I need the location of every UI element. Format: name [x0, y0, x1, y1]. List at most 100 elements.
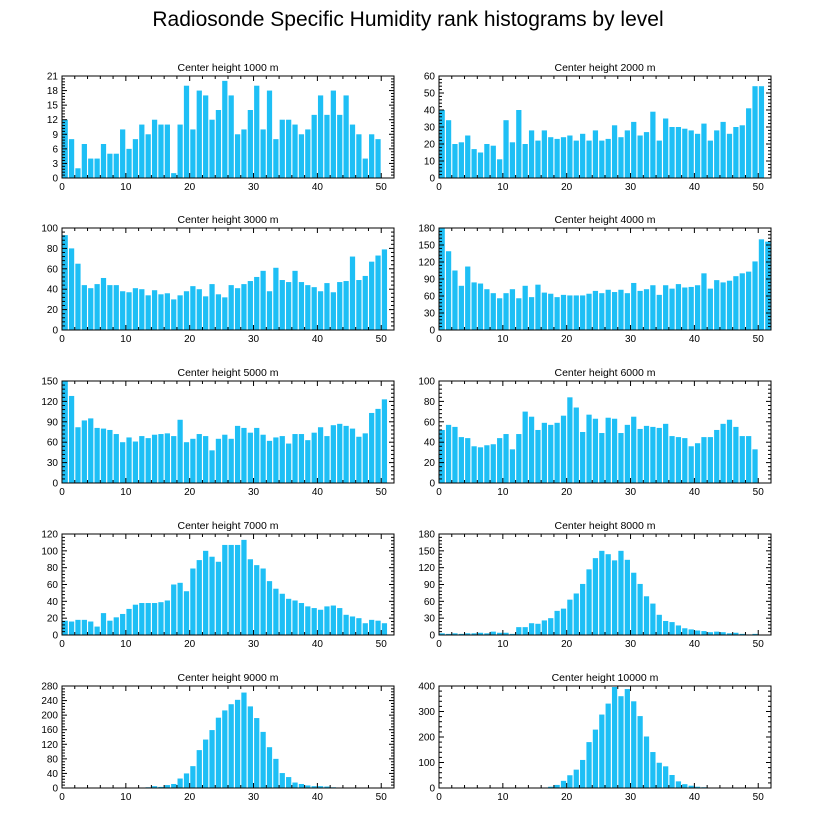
bar — [183, 85, 190, 178]
x-tick-label: 30 — [625, 182, 637, 193]
panel-title: Center height 8000 m — [555, 520, 656, 532]
panel-9: Center height 9000 m04080120160200240280… — [41, 672, 395, 803]
bar — [669, 288, 675, 330]
bar — [222, 434, 228, 483]
bar — [305, 440, 311, 483]
bar — [611, 560, 618, 635]
bar — [739, 436, 745, 483]
bar — [516, 627, 522, 635]
y-tick-label: 90 — [47, 417, 59, 428]
bar — [266, 747, 273, 788]
bar — [260, 129, 266, 178]
bar — [656, 427, 662, 483]
x-tick-label: 40 — [689, 487, 701, 498]
bar — [126, 292, 132, 330]
bar — [305, 785, 311, 788]
bar — [247, 432, 253, 483]
panel-title: Center height 10000 m — [552, 672, 659, 684]
x-tick-label: 40 — [312, 639, 324, 650]
bar — [100, 613, 107, 635]
bar — [458, 633, 464, 635]
bar — [516, 434, 522, 483]
bar — [171, 299, 177, 330]
bar — [107, 153, 113, 178]
bar — [701, 123, 707, 178]
bar — [292, 600, 298, 635]
bar — [618, 696, 624, 788]
bar — [75, 619, 81, 635]
bar — [305, 129, 311, 178]
x-tick-label: 30 — [625, 334, 637, 345]
bar — [75, 168, 81, 178]
bar — [292, 434, 298, 483]
bar — [650, 111, 656, 178]
bar — [752, 86, 758, 178]
bar — [286, 282, 292, 330]
bar — [669, 775, 675, 788]
bar — [177, 124, 183, 178]
bar — [234, 288, 241, 330]
bar — [273, 758, 279, 788]
bar — [222, 544, 228, 635]
bar — [580, 133, 586, 178]
bar — [477, 447, 484, 483]
bar — [554, 422, 560, 483]
bar — [688, 446, 694, 483]
bar — [324, 283, 330, 330]
bar — [113, 617, 119, 635]
bar — [286, 598, 292, 635]
y-tick-label: 240 — [41, 696, 58, 707]
bar — [573, 769, 579, 788]
bar — [362, 623, 368, 635]
y-tick-label: 40 — [424, 106, 436, 117]
bar — [592, 558, 599, 635]
bar — [522, 285, 528, 330]
y-tick-label: 0 — [52, 174, 58, 185]
bar — [618, 433, 624, 483]
y-tick-label: 20 — [47, 614, 59, 625]
bar — [656, 762, 662, 788]
bar — [305, 285, 311, 330]
bar — [528, 130, 535, 178]
bar — [203, 550, 209, 635]
bar — [445, 633, 452, 635]
bar — [611, 418, 618, 483]
bar — [183, 591, 190, 635]
bar — [452, 426, 458, 483]
bar — [151, 290, 158, 330]
y-tick-label: 40 — [424, 438, 436, 449]
bar — [203, 296, 209, 330]
bar — [746, 108, 752, 178]
x-tick-label: 0 — [436, 639, 442, 650]
bar — [375, 255, 381, 330]
bar — [215, 294, 222, 330]
y-tick-label: 60 — [424, 597, 436, 608]
bar — [509, 142, 516, 178]
y-tick-label: 100 — [41, 224, 58, 235]
bar — [739, 273, 745, 330]
bar — [324, 436, 330, 483]
bar — [215, 438, 222, 483]
bar — [497, 438, 503, 483]
bar — [343, 95, 349, 178]
bar — [528, 297, 535, 330]
y-tick-label: 120 — [418, 258, 435, 269]
y-tick-label: 80 — [47, 244, 59, 255]
bar — [279, 280, 285, 330]
bar — [260, 270, 266, 330]
bar — [75, 263, 81, 330]
panel-2: Center height 2000 m 0 10 20 30 40 50 60 0 10 20 30… — [424, 62, 772, 193]
x-tick-label: 30 — [248, 792, 260, 803]
figure-title: Radiosonde Specific Humidity rank histog… — [152, 8, 664, 31]
bar — [164, 293, 170, 330]
y-tick-label: 0 — [429, 784, 435, 795]
bar — [62, 235, 68, 330]
x-tick-label: 50 — [753, 487, 765, 498]
bar — [720, 282, 726, 330]
bar — [580, 759, 586, 788]
y-tick-label: 30 — [47, 458, 59, 469]
bar — [573, 593, 579, 635]
bar — [298, 434, 305, 483]
bar — [158, 786, 164, 788]
y-tick-label: 20 — [47, 305, 59, 316]
